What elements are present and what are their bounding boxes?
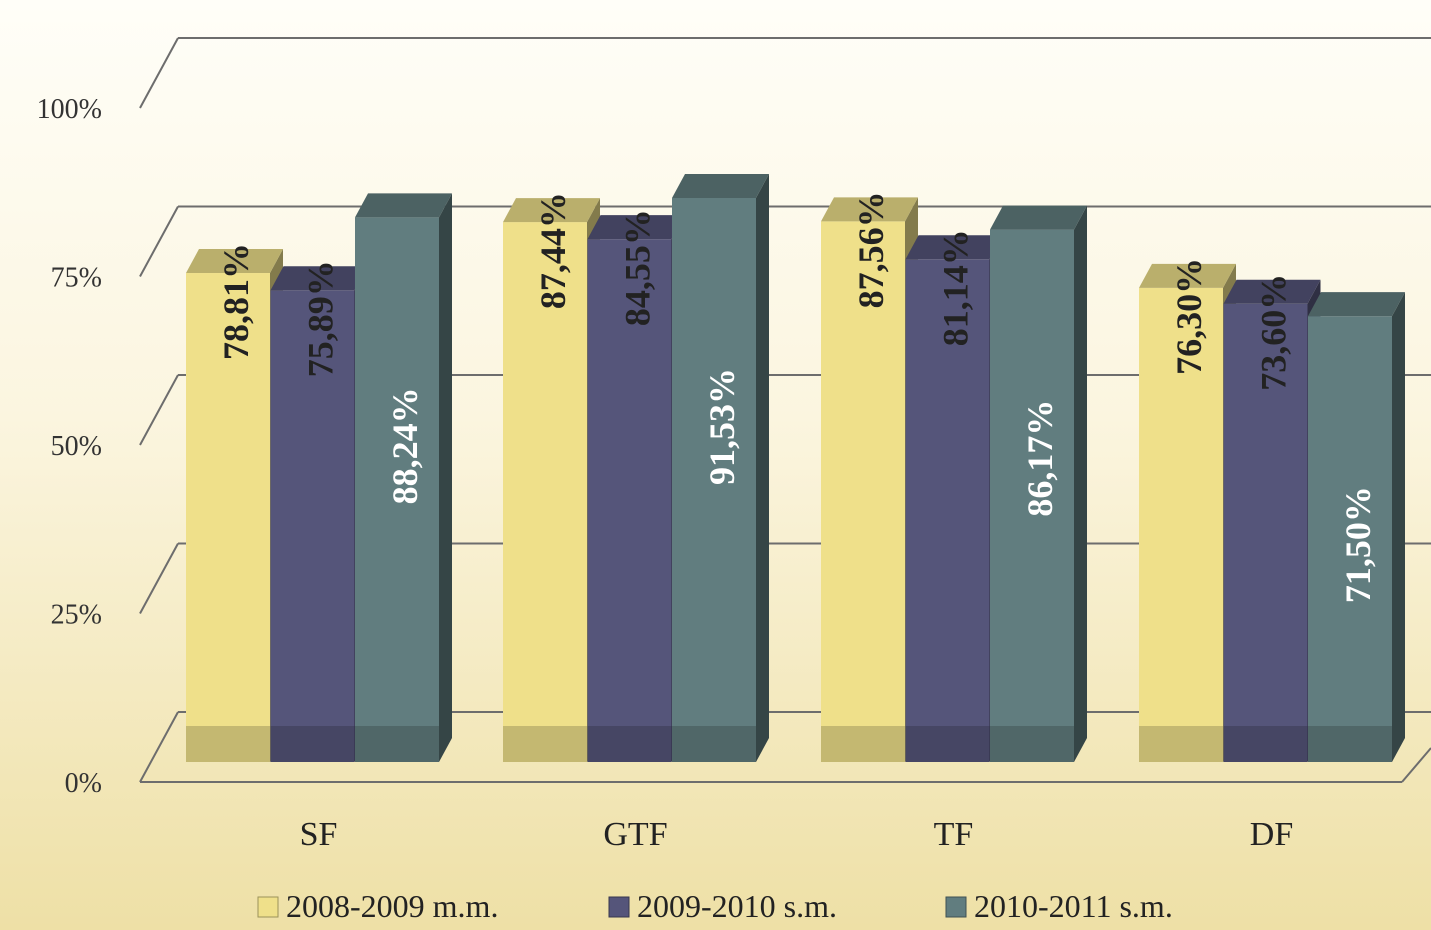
gridline-diagonal [139, 543, 179, 614]
legend-item[interactable]: 2009-2010 s.m. [608, 888, 837, 924]
bar-base [503, 726, 587, 762]
data-label: 87,44% [533, 192, 573, 309]
y-tick-label: 50% [51, 431, 102, 462]
bar [1308, 292, 1405, 762]
legend-label: 2009-2010 s.m. [637, 888, 837, 924]
bar-top [270, 266, 368, 291]
category-label: DF [1250, 816, 1293, 853]
data-label: 88,24% [385, 387, 425, 504]
bar-front [990, 229, 1074, 763]
y-axis-ticks: 0% 25% 50% 75% 100% [37, 94, 102, 799]
bar-base [270, 726, 355, 762]
x-axis-categories: SF GTF TF DF [300, 816, 1294, 853]
gridline-diagonal [139, 374, 179, 446]
category-label: TF [934, 816, 974, 853]
bar-front [186, 273, 270, 762]
bar-front [821, 221, 905, 762]
bar [990, 205, 1087, 763]
gridline-diagonal [139, 37, 179, 109]
bar-top [1308, 292, 1405, 317]
data-label: 84,55% [618, 209, 658, 326]
legend[interactable]: 2008-2009 m.m. 2009-2010 s.m. 2010-2011 s.… [257, 888, 1173, 924]
y-tick-label: 100% [37, 94, 102, 125]
bar-side [756, 173, 769, 762]
bar-base [990, 726, 1074, 762]
bar-top [905, 235, 1003, 260]
data-label: 86,17% [1020, 400, 1060, 517]
bar-base [1139, 726, 1223, 762]
bar-front [270, 290, 355, 762]
y-tick-label: 25% [51, 600, 102, 631]
legend-swatch [608, 896, 630, 918]
bar-base [1308, 726, 1392, 762]
bar-base [1223, 726, 1308, 762]
data-label: 73,60% [1254, 274, 1294, 391]
bar-base [355, 726, 439, 762]
data-label: 78,81% [216, 243, 256, 360]
bars [186, 173, 1405, 763]
bar [355, 193, 452, 762]
bar-front [905, 259, 990, 762]
data-label: 81,14% [936, 229, 976, 346]
gridline-diagonal [139, 711, 179, 783]
bar-top [821, 197, 918, 222]
data-label: 91,53% [702, 368, 742, 485]
legend-swatch [945, 896, 967, 918]
bar-top [672, 173, 769, 198]
bar-top [990, 205, 1087, 230]
bar-top [587, 215, 685, 240]
bar-base [672, 726, 756, 762]
bar-top [1139, 263, 1236, 288]
data-label: 87,56% [851, 191, 891, 308]
bar-base [821, 726, 905, 762]
legend-swatch [257, 896, 279, 918]
floor-edge [1401, 747, 1431, 783]
legend-item[interactable]: 2010-2011 s.m. [945, 888, 1173, 924]
bar-side [439, 193, 452, 762]
bar-top [1223, 279, 1321, 304]
data-labels: 78,81% 75,89% 88,24% 87,44% 84,55% 91,53% 87,5… [216, 191, 1378, 603]
bar-side [1392, 292, 1405, 762]
bar-top [503, 198, 600, 223]
bar-base [186, 726, 270, 762]
bar-front [1308, 316, 1392, 762]
bar-front [587, 239, 672, 762]
bar-front [672, 197, 756, 762]
legend-label: 2010-2011 s.m. [974, 888, 1173, 924]
bar-front [1223, 303, 1308, 762]
category-label: GTF [603, 816, 667, 853]
bar-side [1074, 205, 1087, 763]
bar [672, 173, 769, 762]
category-label: SF [300, 816, 338, 853]
legend-item[interactable]: 2008-2009 m.m. [257, 888, 498, 924]
y-tick-label: 75% [51, 263, 102, 294]
legend-label: 2008-2009 m.m. [286, 888, 498, 924]
y-tick-label: 0% [65, 768, 102, 799]
bar-top [355, 193, 452, 218]
bar-base [905, 726, 990, 762]
data-label: 71,50% [1338, 486, 1378, 603]
bar-front [1139, 287, 1223, 762]
gridline-diagonal [139, 206, 179, 277]
data-label: 76,30% [1169, 258, 1209, 375]
bar-base [587, 726, 672, 762]
data-label: 75,89% [301, 260, 341, 377]
bar-top [186, 249, 283, 274]
bar-front [503, 222, 587, 762]
bar-front [355, 217, 439, 762]
